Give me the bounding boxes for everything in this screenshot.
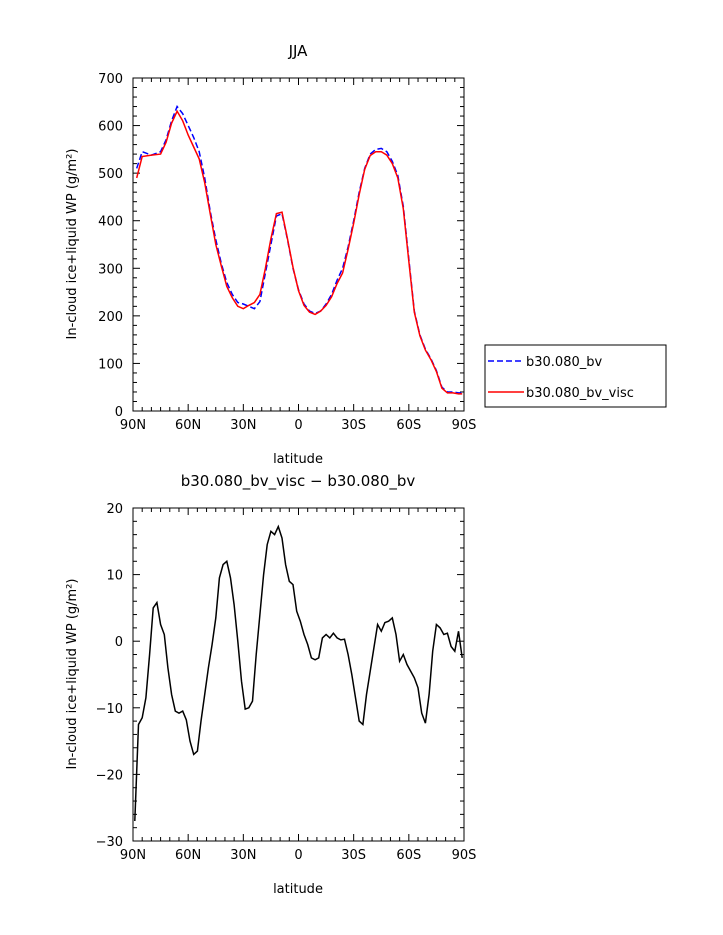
series-line-b30-080-bv-visc <box>135 109 463 395</box>
bottom-chart-title: b30.080_bv_visc − b30.080_bv <box>181 472 416 491</box>
x-tick-label: 0 <box>294 418 302 433</box>
bottom-series-group <box>134 524 463 822</box>
top-x-axis-label: latitude <box>273 452 323 467</box>
y-tick-label: 700 <box>98 72 123 87</box>
top-chart-title: JJA <box>288 42 309 60</box>
legend-label-b30-080-bv-visc: b30.080_bv_visc <box>526 386 634 401</box>
bottom-panel: b30.080_bv_visc − b30.080_bv 90N 60N 30N 0 3… <box>65 472 476 897</box>
x-tick-label: 60N <box>175 848 201 863</box>
x-tick-label: 30S <box>341 418 366 433</box>
top-y-axis-label: In-cloud ice+liquid WP (g/m²) <box>65 149 80 340</box>
series-line-b30-080-bv <box>135 104 463 394</box>
x-tick-label: 30N <box>230 418 256 433</box>
top-panel: JJA 90N 60N 30N 0 30S 60S 90S 0 100 200 300 400 500 6… <box>65 42 476 467</box>
y-tick-label: −10 <box>96 702 123 717</box>
y-tick-label: 0 <box>115 405 123 420</box>
top-series-group <box>135 104 463 395</box>
x-tick-label: 90S <box>452 848 477 863</box>
x-tick-label: 30N <box>230 848 256 863</box>
x-tick-label: 90S <box>452 418 477 433</box>
series-line <box>134 524 463 822</box>
x-tick-label: 0 <box>294 848 302 863</box>
bottom-x-axis-label: latitude <box>273 882 323 897</box>
legend-box <box>484 344 667 408</box>
top-ticks: 90N 60N 30N 0 30S 60S 90S 0 100 200 300 400 500 600 70… <box>98 72 476 433</box>
x-tick-label: 60N <box>175 418 201 433</box>
bottom-plot-frame <box>132 507 465 842</box>
top-plot-frame <box>132 77 465 412</box>
bottom-y-axis-label: In-cloud ice+liquid WP (g/m²) <box>65 579 80 770</box>
y-tick-label: −20 <box>96 768 123 783</box>
y-tick-label: 500 <box>98 167 123 182</box>
y-tick-label: 400 <box>98 215 123 230</box>
x-tick-label: 90N <box>120 418 146 433</box>
y-tick-label: 100 <box>98 357 123 372</box>
y-tick-label: 200 <box>98 310 123 325</box>
y-tick-label: 10 <box>106 569 123 584</box>
y-tick-label: 600 <box>98 120 123 135</box>
x-tick-label: 90N <box>120 848 146 863</box>
y-tick-label: −30 <box>96 835 123 850</box>
chart-legend: b30.080_bv b30.080_bv_visc <box>484 344 667 408</box>
bottom-ticks: 90N 60N 30N 0 30S 60S 90S −30 −20 −10 0 10 20 <box>96 502 477 863</box>
x-tick-label: 60S <box>396 418 421 433</box>
x-tick-label: 30S <box>341 848 366 863</box>
legend-label-b30-080-bv: b30.080_bv <box>526 355 602 370</box>
y-tick-label: 20 <box>106 502 123 517</box>
y-tick-label: 300 <box>98 262 123 277</box>
x-tick-label: 60S <box>396 848 421 863</box>
y-tick-label: 0 <box>115 635 123 650</box>
